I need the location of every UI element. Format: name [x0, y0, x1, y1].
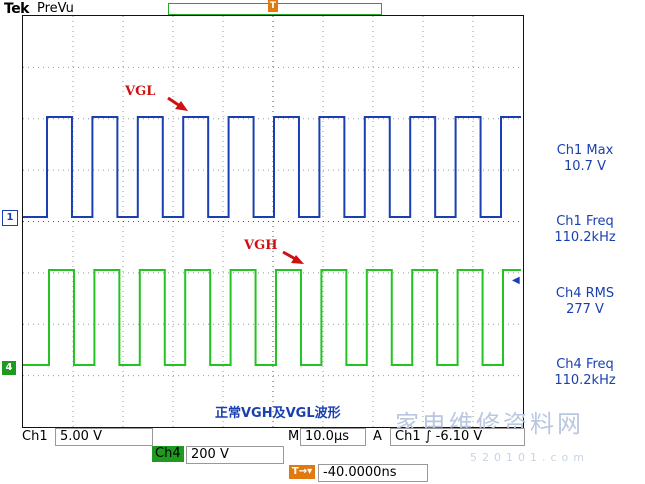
ch1-ground-marker[interactable]: 1: [2, 210, 18, 226]
waveform-display: [23, 16, 523, 427]
ch4-waveform: [23, 269, 521, 366]
measurement-label: Ch1 Freq: [556, 214, 614, 229]
measurement-ch4-rms: Ch4 RMS 277 V: [530, 286, 640, 318]
measurement-label: Ch4 RMS: [555, 286, 615, 301]
trigger-level: -6.10 V: [435, 429, 483, 444]
measurement-label: Ch1 Max: [556, 143, 614, 158]
trigger-source: Ch1: [395, 429, 421, 444]
waveform-caption: 正常VGH及VGL波形: [215, 406, 341, 421]
measurement-label: Ch4 Freq: [556, 357, 614, 372]
vgh-arrow-head: [291, 255, 304, 264]
vgl-arrow-head: [175, 101, 188, 111]
ch4-ground-marker[interactable]: 4: [2, 361, 16, 375]
measurement-value: 110.2kHz: [554, 373, 616, 388]
measurement-ch4-freq: Ch4 Freq 110.2kHz: [530, 357, 640, 389]
oscilloscope-graticule: [22, 15, 524, 428]
measurement-ch1-freq: Ch1 Freq 110.2kHz: [530, 214, 640, 246]
trigger-offset-readout[interactable]: -40.0000ns: [318, 464, 428, 482]
measurement-value: 277 V: [566, 302, 604, 317]
trigger-top-marker: T: [268, 0, 278, 12]
ch1-scale-readout[interactable]: 5.00 V: [55, 428, 153, 446]
timebase-label: M: [288, 429, 300, 444]
acquisition-mode: PreVu: [37, 1, 74, 16]
trigger-readout[interactable]: Ch1 ∫ -6.10 V: [390, 428, 525, 446]
trigger-mode-label: A: [373, 429, 382, 444]
vgl-label: VGL: [125, 84, 156, 99]
ch1-waveform: [23, 116, 521, 218]
brand-logo: Tek: [4, 1, 30, 17]
ch4-scale-readout[interactable]: 200 V: [186, 446, 284, 464]
trigger-slope-icon: ∫: [424, 429, 432, 444]
trigger-level-marker[interactable]: ◀: [512, 275, 520, 286]
measurement-ch1-max: Ch1 Max 10.7 V: [530, 143, 640, 175]
vgh-label: VGH: [244, 238, 278, 253]
ch1-status-label: Ch1: [22, 429, 48, 444]
measurement-value: 110.2kHz: [554, 230, 616, 245]
timebase-readout[interactable]: 10.0µs: [300, 428, 366, 446]
watermark-url: 520101.com: [470, 451, 589, 464]
measurement-value: 10.7 V: [564, 159, 606, 174]
trigger-offset-icon: T→▾: [289, 465, 315, 479]
ch4-status-label: Ch4: [152, 446, 184, 462]
